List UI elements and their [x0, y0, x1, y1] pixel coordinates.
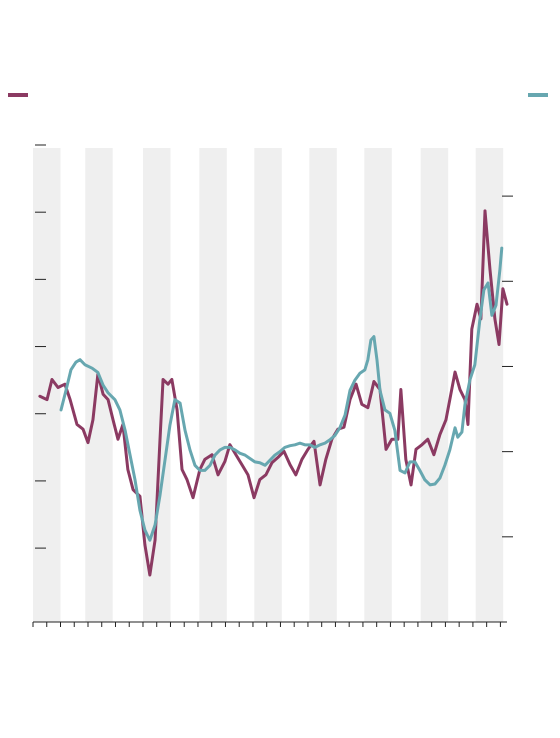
series-line	[59, 246, 504, 542]
shaded-band	[142, 148, 171, 622]
series-line	[38, 209, 509, 577]
shaded-band	[420, 148, 449, 622]
shaded-band	[254, 148, 282, 622]
shaded-band	[85, 148, 113, 622]
shaded-band	[199, 148, 227, 622]
shaded-band	[309, 148, 337, 622]
shaded-band	[475, 148, 504, 622]
